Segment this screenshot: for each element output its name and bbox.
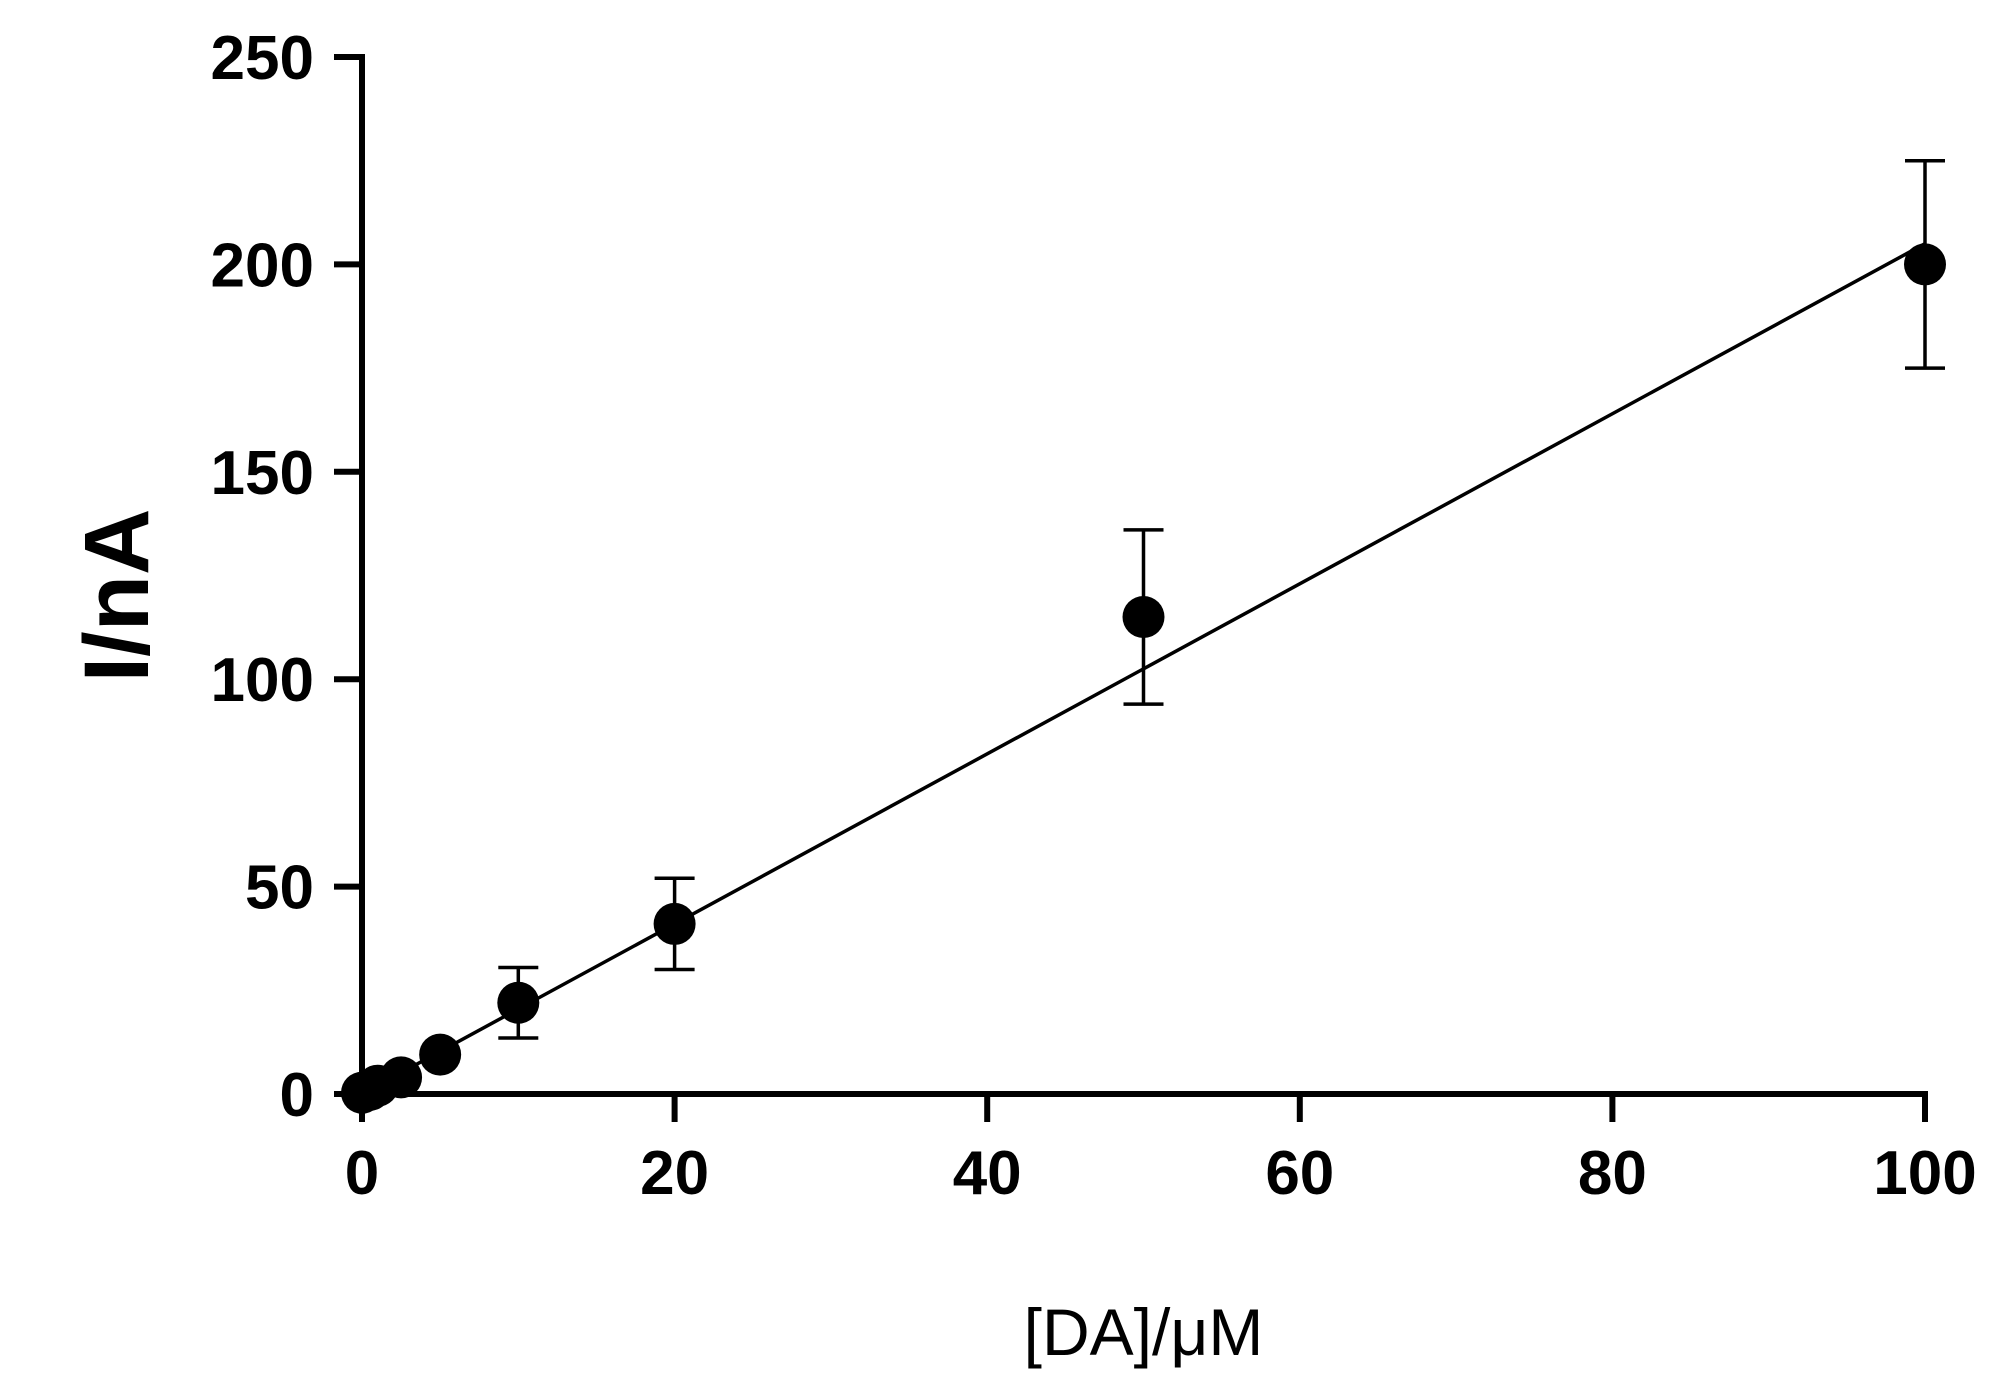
y-axis-title: I/nA <box>66 509 168 683</box>
y-tick-label: 100 <box>211 646 314 715</box>
y-tick-label: 0 <box>280 1061 314 1130</box>
y-tick-label: 50 <box>245 854 314 923</box>
x-tick-label: 0 <box>345 1139 379 1208</box>
data-point <box>1122 595 1165 638</box>
x-tick-label: 100 <box>1873 1139 1976 1208</box>
data-point <box>1904 243 1946 286</box>
data-point <box>497 981 540 1024</box>
x-tick-label: 60 <box>1265 1139 1334 1208</box>
y-tick-label: 250 <box>211 24 314 93</box>
x-tick-label: 20 <box>640 1139 709 1208</box>
y-tick-label: 150 <box>211 439 314 508</box>
x-axis-ticks: 0 20 40 60 80 100 <box>345 1094 1977 1208</box>
y-tick-label: 200 <box>211 231 314 300</box>
data-points <box>341 243 1946 1114</box>
data-point <box>380 1056 423 1099</box>
x-tick-label: 40 <box>953 1139 1022 1208</box>
y-axis-ticks: 0 50 100 150 200 250 <box>211 24 362 1130</box>
data-point <box>653 902 696 945</box>
error-bars <box>498 158 1945 1040</box>
data-point <box>419 1033 462 1076</box>
x-axis-title: [DA]/μM <box>1024 1295 1264 1369</box>
x-tick-label: 80 <box>1578 1139 1647 1208</box>
